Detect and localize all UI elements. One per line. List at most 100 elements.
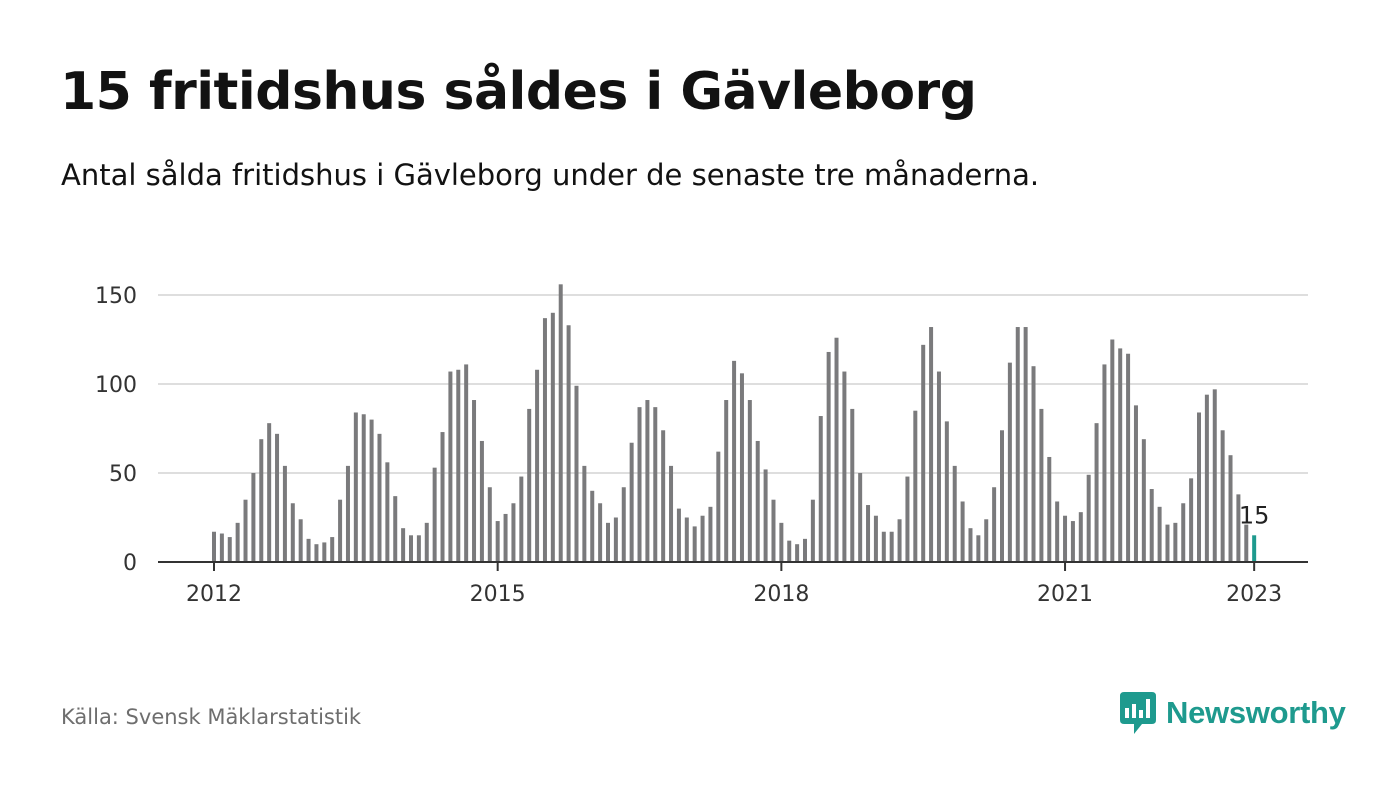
bar: [385, 462, 390, 562]
bar: [960, 501, 965, 562]
bar: [873, 515, 878, 562]
bar: [243, 499, 248, 562]
bar: [795, 544, 800, 562]
bar: [755, 440, 760, 562]
bar: [1031, 366, 1036, 562]
bar: [267, 423, 272, 562]
bar: [724, 400, 729, 562]
bar: [1189, 478, 1194, 562]
bar: [1000, 430, 1004, 562]
bar: [1078, 512, 1083, 562]
chart-subtitle: Antal sålda fritidshus i Gävleborg under…: [61, 158, 1040, 192]
x-tick-label: 2021: [1037, 582, 1093, 607]
bar: [558, 284, 563, 562]
bar: [259, 439, 264, 562]
bar-latest: [1252, 535, 1257, 562]
bar: [251, 473, 256, 562]
bar: [393, 496, 398, 562]
bar: [779, 522, 784, 562]
bar: [676, 508, 681, 562]
bar-chart: 0 50 100 150 2012 2015 2018 2021 2023 15: [95, 284, 1308, 607]
bar: [976, 535, 981, 562]
bar: [377, 433, 382, 562]
bar: [1212, 389, 1217, 562]
bar: [629, 442, 634, 562]
bar: [416, 535, 421, 562]
bar: [448, 371, 453, 562]
bar: [936, 371, 941, 562]
bar: [1204, 394, 1209, 562]
bar: [1015, 327, 1020, 562]
bar: [913, 410, 918, 562]
bar: [1181, 503, 1186, 562]
bar: [275, 433, 280, 562]
bar: [424, 522, 429, 562]
bar: [487, 487, 492, 562]
bar: [511, 503, 516, 562]
x-tick-label: 2023: [1226, 582, 1282, 607]
bar: [669, 465, 674, 562]
bar: [519, 476, 524, 562]
bar: [1070, 521, 1075, 562]
bar: [992, 487, 997, 562]
y-tick-label: 100: [95, 373, 137, 398]
bar: [361, 414, 366, 562]
source-note: Källa: Svensk Mäklarstatistik: [61, 705, 362, 729]
bar: [771, 499, 776, 562]
newsworthy-chart-bubble-icon: [1120, 692, 1156, 734]
bar: [330, 537, 335, 562]
bar: [574, 385, 579, 562]
bar: [1007, 362, 1012, 562]
bar: [1220, 430, 1225, 562]
bar: [542, 318, 547, 562]
bar: [550, 312, 555, 562]
bar: [1063, 515, 1068, 562]
bar: [1157, 506, 1162, 562]
bar: [834, 337, 839, 562]
bar: [1094, 423, 1099, 562]
bar: [850, 408, 855, 562]
bar: [921, 344, 926, 562]
bar: [345, 465, 350, 562]
bar: [464, 364, 469, 562]
bar: [645, 400, 650, 562]
bar: [306, 538, 311, 562]
bar: [338, 499, 343, 562]
bar: [905, 476, 910, 562]
bar: [1039, 408, 1044, 562]
bar: [897, 519, 902, 562]
bar: [708, 506, 713, 562]
bar: [432, 467, 437, 562]
bar: [984, 519, 989, 562]
bar: [598, 503, 603, 562]
bar: [235, 522, 240, 562]
bar: [582, 465, 587, 562]
bar: [212, 531, 216, 562]
bar: [929, 327, 934, 562]
bar: [535, 369, 540, 562]
bar: [716, 451, 721, 562]
x-tick-label: 2012: [186, 582, 242, 607]
y-tick-label: 50: [109, 462, 137, 487]
bar: [606, 522, 610, 562]
bar: [1110, 339, 1115, 562]
newsworthy-logo[interactable]: Newsworthy: [1118, 690, 1346, 736]
bar: [527, 408, 532, 562]
page-title: 15 fritidshus såldes i Gävleborg: [60, 62, 977, 122]
bar: [1102, 364, 1107, 562]
bar: [889, 531, 894, 562]
bar: [472, 400, 477, 562]
bar: [1118, 348, 1123, 562]
bar: [952, 465, 957, 562]
y-tick-label: 150: [95, 284, 137, 309]
bar: [353, 412, 358, 562]
bar: [810, 499, 815, 562]
bar: [803, 538, 807, 562]
bar: [613, 517, 618, 562]
x-tick-label: 2015: [470, 582, 526, 607]
bar: [692, 526, 697, 562]
bar: [479, 440, 484, 562]
bar: [369, 419, 374, 562]
bar: [409, 535, 413, 562]
bar: [1141, 439, 1146, 562]
